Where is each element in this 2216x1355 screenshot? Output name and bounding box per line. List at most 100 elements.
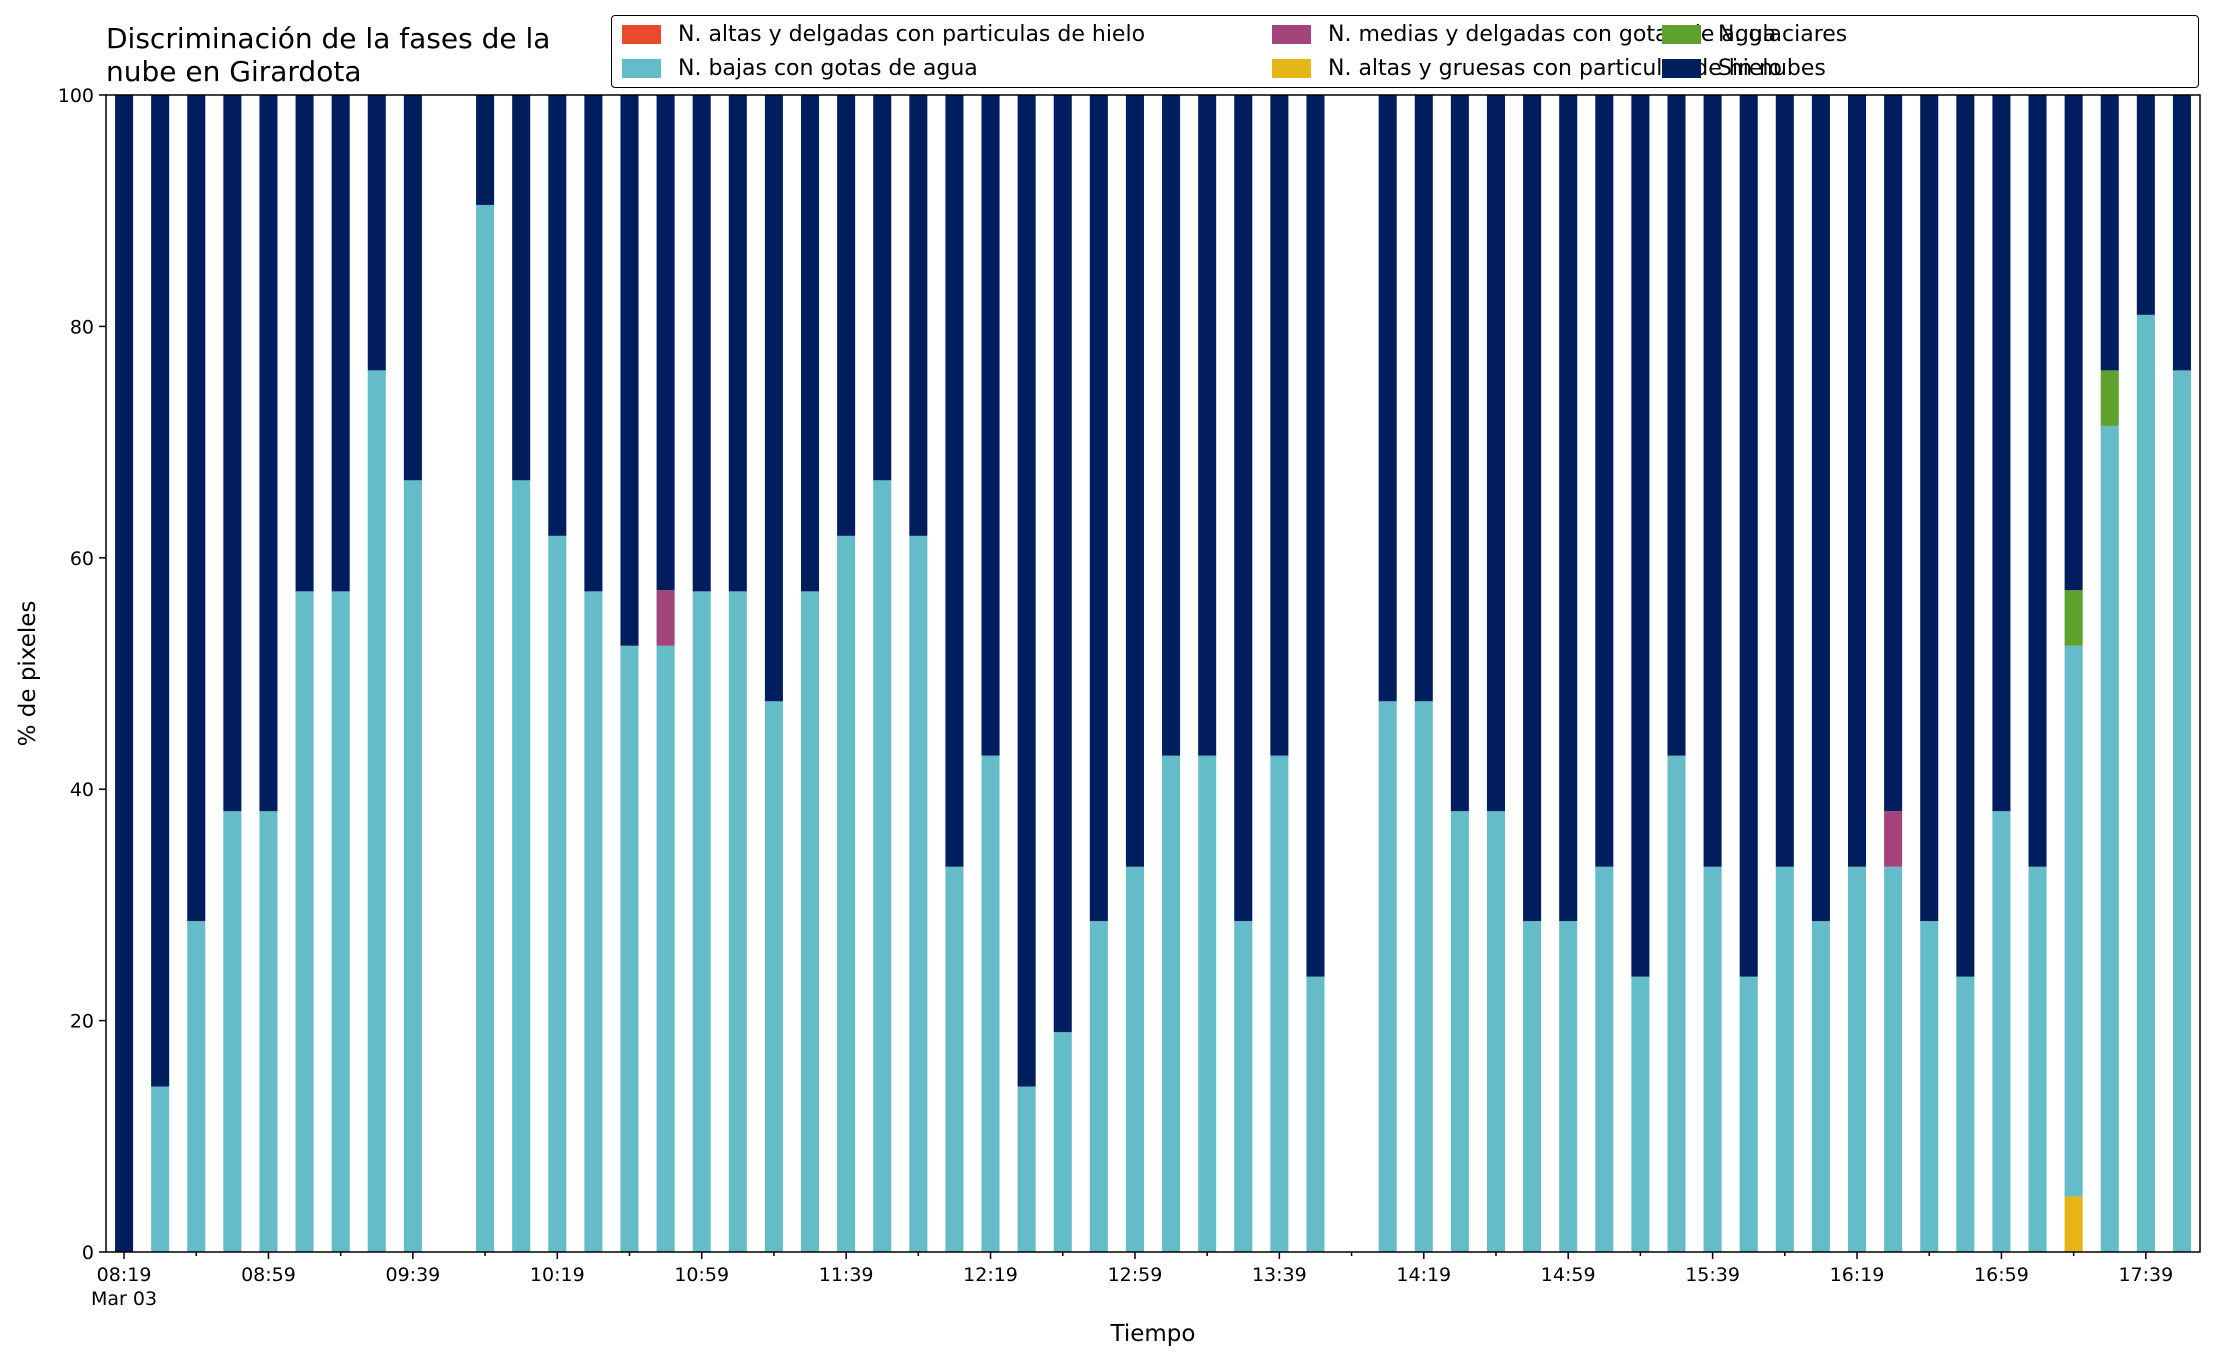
bar-segment-37-5 [1450,95,1469,812]
x-tick-label-4: 10:59 [674,1264,729,1286]
bar-segment-16-5 [692,95,711,592]
bar-segment-27-2 [1089,921,1108,1252]
bar-segment-40-5 [1559,95,1578,922]
bar-segment-18-5 [764,95,783,702]
bar-segment-31-5 [1234,95,1253,922]
bar-segment-15-5 [656,95,675,591]
bar-segment-41-2 [1595,866,1614,1252]
x-tick-label-7: 12:59 [1108,1264,1163,1286]
bar-segment-23-2 [945,866,964,1252]
bar-segment-11-5 [512,95,531,481]
legend-swatch [1272,59,1311,78]
legend-item-1: N. altas y gruesas con particulas de hie… [1272,56,1782,81]
bar-segment-39-2 [1523,921,1542,1252]
bar-segment-52-5 [1992,95,2011,812]
bar-segment-23-5 [945,95,964,867]
legend-label: N. medias y delgadas con gotas de agua [1328,22,1777,47]
bar-segment-30-2 [1198,755,1217,1252]
bar-segment-17-5 [728,95,747,592]
bar-segment-47-2 [1811,921,1830,1252]
bar-segment-4-5 [259,95,278,812]
bar-segment-12-5 [548,95,567,536]
bar-segment-10-5 [476,95,495,205]
bar-segment-48-5 [1847,95,1867,867]
bar-segment-12-2 [548,535,567,1252]
x-tick-label-12: 16:19 [1830,1264,1885,1286]
bar-segment-16-2 [692,591,711,1252]
x-tick-label-13: 16:59 [1974,1264,2029,1286]
bar-segment-39-5 [1523,95,1542,922]
x-tick-label-5: 11:39 [819,1264,874,1286]
bar-segment-2-2 [187,921,206,1252]
x-tick-label-2: 09:39 [385,1264,440,1286]
bar-segment-19-2 [800,591,820,1252]
bar-segment-55-4 [2100,370,2119,426]
bar-segment-45-2 [1739,976,1758,1252]
bar-segment-4-2 [259,811,278,1252]
bar-segment-19-5 [800,95,820,592]
bar-segment-30-5 [1198,95,1217,756]
bar-segment-55-5 [2100,95,2119,371]
bar-segment-49-2 [1884,866,1903,1252]
bar-segment-35-5 [1378,95,1397,702]
bar-segment-13-2 [584,591,603,1252]
x-date-label: Mar 03 [91,1288,157,1310]
bar-segment-51-2 [1956,976,1975,1252]
bar-segment-53-5 [2028,95,2047,867]
bar-segment-14-5 [620,95,639,646]
bar-segment-52-2 [1992,811,2011,1252]
bar-segment-54-1 [2064,1196,2083,1252]
bar-segment-36-5 [1414,95,1433,702]
bar-segment-54-5 [2064,95,2083,591]
bar-stacks [115,95,2191,1253]
x-tick-label-10: 14:59 [1541,1264,1596,1286]
bar-segment-32-2 [1270,755,1289,1252]
legend-label: N. altas y gruesas con particulas de hie… [1328,56,1782,81]
bar-segment-18-2 [764,701,783,1252]
bar-segment-50-2 [1920,921,1939,1252]
bar-segment-15-3 [656,590,675,646]
bar-segment-5-2 [295,591,314,1252]
bar-segment-53-2 [2028,866,2047,1252]
bar-segment-25-5 [1017,95,1036,1087]
bar-segment-54-2 [2064,645,2083,1197]
bar-segment-38-2 [1486,811,1506,1252]
bar-segment-41-5 [1595,95,1614,867]
bar-segment-29-5 [1162,95,1181,756]
x-tick-label-8: 13:39 [1252,1264,1307,1286]
axes-frame [105,94,2201,1253]
bar-segment-57-5 [2172,95,2191,371]
legend-swatch [1662,59,1701,78]
bar-segment-20-5 [837,95,856,536]
bar-segment-33-2 [1306,976,1325,1252]
bar-segment-20-2 [837,535,856,1252]
bar-segment-46-2 [1775,866,1794,1252]
bar-segment-22-5 [909,95,928,536]
bar-segment-48-2 [1847,866,1867,1252]
bar-segment-15-2 [656,645,675,1252]
bar-segment-33-5 [1306,95,1325,977]
bar-segment-6-5 [331,95,350,592]
bar-segment-0-5 [115,95,134,1252]
bar-segment-55-2 [2100,425,2119,1253]
legend-label: N. altas y delgadas con particulas de hi… [678,22,1146,47]
x-tick-label-3: 10:19 [530,1264,585,1286]
bar-segment-7-5 [367,95,386,371]
bar-segment-45-5 [1739,95,1758,977]
x-tick-label-6: 12:19 [963,1264,1018,1286]
bar-segment-31-2 [1234,921,1253,1252]
bar-segment-13-5 [584,95,603,592]
bar-segment-8-2 [403,480,422,1252]
bar-segment-21-5 [873,95,892,481]
bar-segment-24-2 [981,755,1000,1252]
bar-segment-26-2 [1053,1032,1072,1252]
chart-title: Discriminación de la fases de la nube en… [106,22,551,88]
bar-segment-57-2 [2172,370,2191,1253]
bar-segment-37-2 [1450,811,1469,1252]
y-tick-label-1: 20 [70,1011,94,1033]
bar-segment-54-4 [2064,590,2083,646]
bar-segment-29-2 [1162,755,1181,1252]
bar-segment-44-2 [1703,866,1722,1252]
y-axis-label: % de pixeles [15,601,41,747]
bar-segment-22-2 [909,535,928,1252]
